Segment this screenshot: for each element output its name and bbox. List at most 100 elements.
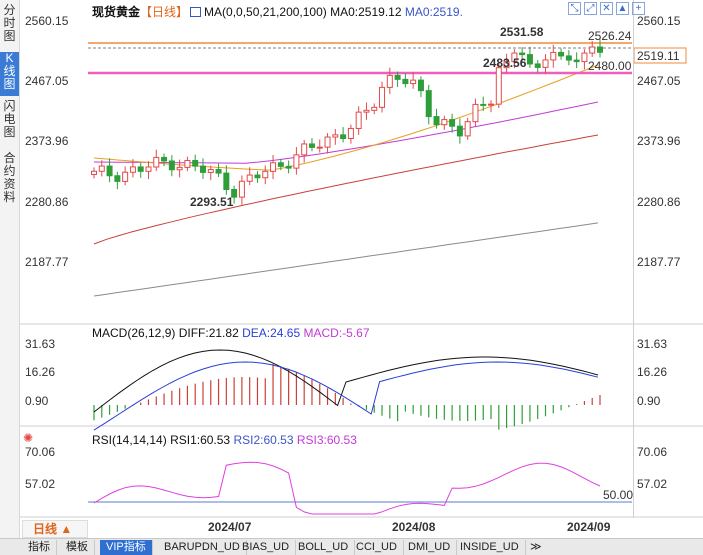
macd-axis: 31.63 31.63 16.26 16.26 0.90 0.90: [25, 337, 667, 408]
tab-flash[interactable]: 闪电图: [3, 99, 16, 139]
macd-diff-line: [93, 349, 599, 413]
candle-body: [184, 159, 191, 168]
candle-body: [363, 109, 370, 113]
tab-vip-indicators[interactable]: VIP指标: [100, 540, 153, 555]
macd-histogram: [93, 363, 601, 430]
candle-body: [246, 174, 253, 182]
candle-body: [129, 166, 136, 173]
rsi-50-label: 50.00: [603, 488, 633, 502]
rsi-axis: 70.06 70.06 57.02 57.02: [25, 445, 667, 491]
candle-body: [511, 52, 518, 63]
macd-macd-value: MACD:-5.67: [303, 326, 370, 340]
tab-contract-info[interactable]: 合约资料: [3, 151, 16, 204]
tab-templates[interactable]: 模板: [60, 540, 95, 555]
candle-body: [550, 51, 557, 61]
tab-boll[interactable]: BOLL_UD: [292, 540, 356, 555]
price-tick-right-4: 2187.77: [637, 255, 681, 269]
expand-icon[interactable]: ⤡: [568, 2, 581, 15]
price-tick-left-0: 2560.15: [25, 14, 69, 28]
add-icon[interactable]: +: [632, 2, 645, 15]
rsi3-value: RSI3:60.53: [296, 433, 357, 447]
candle-body: [355, 111, 362, 129]
support-value-label: 2480.00: [588, 59, 632, 73]
candle-body: [565, 55, 572, 61]
up-icon[interactable]: ▲: [616, 2, 629, 15]
candle-body: [332, 134, 339, 138]
candle-body: [425, 90, 432, 118]
ma-purple-line: [93, 101, 599, 164]
candle-body: [254, 174, 261, 179]
price-tick-right-1: 2467.05: [637, 74, 681, 88]
candle-body: [308, 143, 315, 148]
candle-body: [316, 146, 323, 149]
tab-bias[interactable]: BIAS_UD: [236, 540, 297, 555]
rsi1-value: RSI1:60.53: [170, 433, 231, 447]
tab-dmi[interactable]: DMI_UD: [402, 540, 458, 555]
rsi-tick-right-0: 70.06: [637, 445, 667, 459]
tab-cci[interactable]: CCI_UD: [350, 540, 404, 555]
current-price-tag: [633, 47, 687, 64]
ma-orange-line: [93, 64, 599, 171]
candle-body: [371, 106, 378, 111]
candle-body: [145, 166, 152, 172]
macd-diff-value: DIFF:21.82: [178, 326, 239, 340]
close-icon[interactable]: ✕: [600, 2, 613, 15]
current-price-value: 2519.11: [637, 49, 680, 63]
price-tick-left-2: 2373.96: [25, 134, 69, 148]
candle-body: [114, 175, 121, 182]
macd-title: MACD(26,12,9): [92, 326, 176, 340]
ma0-value-b: MA0:2519.: [404, 5, 463, 19]
tab-inside[interactable]: INSIDE_UD: [454, 540, 526, 555]
candle-body: [176, 166, 183, 171]
candle-body: [168, 160, 175, 171]
ma-settings-icon[interactable]: [190, 7, 202, 17]
candle-body: [402, 78, 409, 85]
x-date-1: 2024/07: [208, 520, 252, 534]
high-mark-label: 2531.58: [500, 25, 544, 39]
candle-body: [542, 59, 549, 68]
rsi-line: [93, 461, 601, 515]
macd-dea-line: [93, 361, 599, 431]
macd-tick-left-2: 0.90: [25, 394, 49, 408]
candle-body: [223, 172, 230, 191]
rsi-indicator-icon[interactable]: ✺: [23, 431, 34, 445]
candle-body: [417, 79, 424, 92]
candle-body: [340, 134, 347, 140]
candle-body: [589, 46, 596, 54]
x-date-3: 2024/09: [567, 520, 611, 534]
candle-body: [526, 54, 533, 65]
resist-value-label: 2526.24: [588, 29, 632, 43]
candle-body: [106, 165, 113, 177]
price-axis: 2560.15 2560.15 2467.05 2467.05 2373.96 2373.…: [25, 14, 681, 269]
low-mark-label: 2293.51: [190, 195, 234, 209]
ma-gray-line: [93, 222, 599, 297]
candle-body: [379, 86, 386, 108]
macd-tick-right-0: 31.63: [637, 337, 667, 351]
tab-timeshare[interactable]: 分时图: [3, 3, 16, 43]
candle-body: [480, 103, 487, 106]
tab-more-icon[interactable]: ≫: [530, 541, 542, 553]
tab-barupdn[interactable]: BARUPDN_UD: [158, 540, 247, 555]
candle-body: [231, 189, 238, 198]
candle-body: [301, 143, 308, 156]
period-selector[interactable]: 日线 ▲: [22, 520, 88, 538]
candle-body: [137, 166, 144, 172]
candle-body: [581, 52, 588, 63]
candle-body: [161, 156, 168, 162]
candle-body: [433, 116, 440, 126]
rsi-tick-right-1: 57.02: [637, 477, 667, 491]
candle-body: [98, 165, 105, 172]
candle-body: [207, 169, 214, 173]
instrument-title: 现货黄金: [92, 5, 141, 19]
candle-body: [347, 127, 354, 140]
period-selector-label: 日线: [33, 522, 58, 536]
candle-body: [449, 119, 456, 127]
chart-canvas[interactable]: 2560.15 2560.15 2467.05 2467.05 2373.96 2373.…: [20, 0, 703, 518]
tab-indicators[interactable]: 指标: [22, 540, 57, 555]
price-tick-right-2: 2373.96: [637, 134, 681, 148]
macd-tick-right-2: 0.90: [637, 394, 661, 408]
price-axis-separator: [633, 0, 634, 518]
shrink-icon[interactable]: ⤢: [584, 2, 597, 15]
ma-params: MA(0,0,50,21,200,100): [204, 5, 327, 19]
tab-kline[interactable]: K线图: [0, 52, 19, 96]
